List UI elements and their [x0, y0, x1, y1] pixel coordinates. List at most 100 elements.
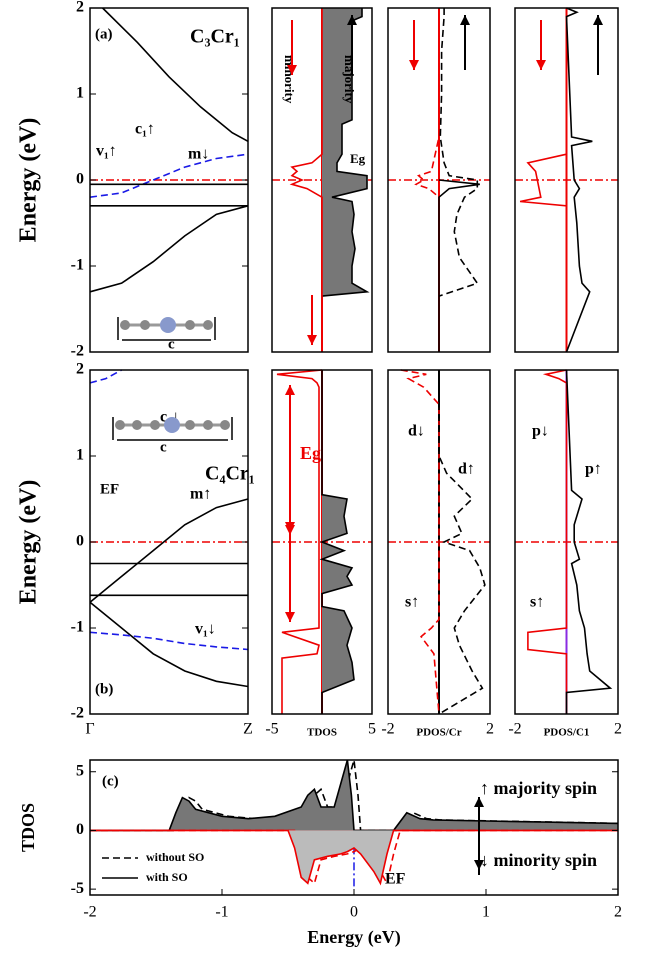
inset-atom: [203, 420, 213, 430]
y-tick-label: 2: [76, 361, 84, 378]
inset-atom: [120, 320, 130, 330]
x-tick-label: -2: [381, 721, 394, 738]
y-tick-label: 2: [76, 0, 84, 16]
series-line: [438, 370, 486, 715]
annotation: s↑: [530, 594, 544, 611]
x-axis-label: Energy (eV): [307, 927, 400, 948]
spin-arrow-head: [287, 65, 297, 75]
annotation: Eg: [300, 443, 321, 463]
spin-arrow-head: [307, 335, 317, 345]
inset-atom: [140, 320, 150, 330]
y-tick-label: 1: [76, 447, 84, 464]
x-axis-label: TDOS: [307, 727, 337, 739]
series-line: [527, 369, 568, 714]
area-fill: [90, 760, 618, 831]
spin-arrow-head: [285, 612, 295, 622]
x-tick-label: 1: [482, 904, 490, 921]
inset-atom: [185, 320, 195, 330]
series-line: [89, 369, 122, 384]
annotation: (b): [95, 681, 113, 697]
annotation: ↓ minority spin: [480, 850, 597, 870]
annotation: d↓: [408, 423, 425, 440]
annotation: Eg: [350, 151, 366, 166]
panel-frame: [387, 369, 491, 715]
annotation: s↑: [405, 594, 419, 611]
series-line: [102, 7, 249, 143]
legend-label: without SO: [146, 850, 204, 864]
series-line: [400, 369, 440, 715]
series-line: [438, 8, 479, 297]
spin-arrow-head: [593, 15, 603, 25]
spin-arrow-head: [285, 385, 295, 395]
annotation: EF: [385, 871, 406, 888]
y-tick-label: -5: [71, 880, 84, 897]
series-line: [89, 631, 249, 651]
annotation: v₁↓: [195, 621, 216, 638]
area-fill: [322, 370, 354, 714]
series-line: [565, 7, 593, 353]
y-tick-label: 1: [76, 85, 84, 102]
series-line: [89, 153, 249, 198]
spin-arrow-head: [460, 15, 470, 25]
inset-atom: [160, 317, 176, 333]
y-axis-label: Energy (eV): [16, 118, 42, 243]
series-line: [519, 8, 568, 352]
y-tick-label: -2: [71, 343, 84, 360]
series-line: [565, 369, 613, 714]
inset-atom: [150, 420, 160, 430]
y-axis-label: Energy (eV): [16, 480, 42, 605]
inset-atom: [132, 420, 142, 430]
x-tick-label: 2: [614, 904, 622, 921]
y-tick-label: 0: [76, 533, 84, 550]
series-line: [90, 829, 618, 886]
annotation: p↑: [585, 461, 602, 478]
y-tick-label: 0: [76, 821, 84, 838]
panel-frame: [514, 7, 619, 353]
y-tick-label: -1: [71, 257, 84, 274]
spin-arrow-head: [536, 60, 546, 70]
annotation: C₃Cr₁: [190, 26, 240, 48]
annotation: c: [168, 336, 175, 352]
series-line: [319, 370, 355, 714]
x-tick-label: -2: [83, 904, 96, 921]
annotation: (c): [102, 773, 119, 789]
x-axis-label: PDOS/Cr: [416, 727, 461, 739]
annotation: (a): [95, 26, 113, 42]
annotation: d↑: [458, 461, 475, 478]
x-tick-label: -2: [508, 721, 521, 738]
annotation: ↑ majority spin: [480, 778, 597, 798]
spin-arrow-head: [474, 860, 484, 870]
y-tick-label: 0: [76, 171, 84, 188]
x-tick-label: 2: [486, 721, 494, 738]
inset-atom: [203, 320, 213, 330]
inset-bracket: [117, 317, 216, 341]
series-line: [414, 8, 440, 352]
series-line: [289, 8, 323, 352]
spin-arrow-head: [347, 15, 357, 25]
x-tick-label: 0: [350, 904, 358, 921]
series-line: [438, 179, 480, 352]
series-line: [90, 759, 619, 832]
annotation: c: [160, 439, 167, 455]
annotation: C₄Cr₁: [205, 463, 255, 485]
series-line: [89, 205, 249, 293]
y-tick-label: -2: [71, 705, 84, 722]
inset-atom: [220, 420, 230, 430]
series-line: [276, 369, 323, 714]
series-line: [89, 498, 249, 603]
annotation: minority: [282, 55, 297, 104]
spin-arrow-head: [409, 60, 419, 70]
y-tick-label: -1: [71, 619, 84, 636]
y-axis-label: TDOS: [18, 803, 38, 852]
annotation: m↓: [188, 146, 209, 163]
panel-frame: [387, 7, 491, 353]
area-fill: [322, 8, 367, 297]
x-tick-label: -5: [265, 721, 278, 738]
y-tick-label: 5: [76, 762, 84, 779]
x-tick-label: Z: [243, 721, 253, 738]
inset-atom: [164, 417, 180, 433]
annotation: p↓: [532, 423, 549, 440]
annotation: EF: [100, 481, 119, 497]
annotation: v₁↑: [96, 143, 117, 160]
